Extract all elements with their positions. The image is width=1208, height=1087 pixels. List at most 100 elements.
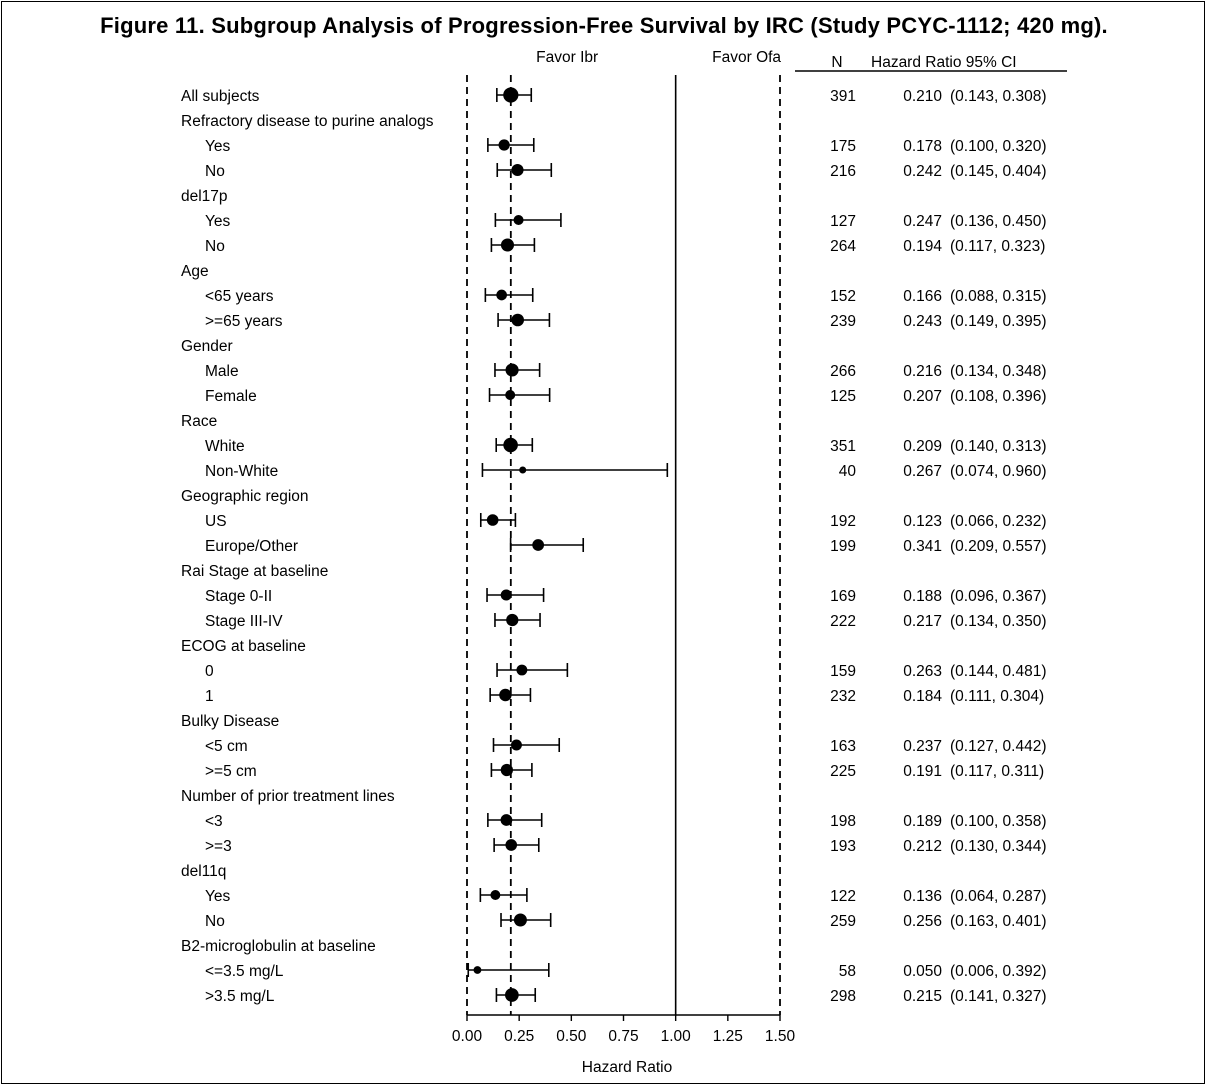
hr-value: 0.166 bbox=[903, 288, 942, 305]
hr-point bbox=[500, 589, 512, 601]
hr-point bbox=[500, 763, 514, 777]
ci-value: (0.163, 0.401) bbox=[950, 913, 1047, 930]
n-value: 232 bbox=[830, 688, 856, 705]
n-value: 216 bbox=[830, 163, 856, 180]
group-label: Race bbox=[181, 413, 217, 430]
hr-point bbox=[499, 688, 512, 702]
hr-point bbox=[503, 437, 518, 453]
ci-value: (0.141, 0.327) bbox=[950, 988, 1047, 1005]
figure-title: Figure 11. Subgroup Analysis of Progress… bbox=[100, 13, 1108, 38]
x-tick-label: 0.50 bbox=[556, 1028, 587, 1045]
hr-point bbox=[532, 539, 545, 551]
n-value: 169 bbox=[830, 588, 856, 605]
subgroup-label: >3.5 mg/L bbox=[205, 988, 275, 1005]
hr-point bbox=[513, 913, 527, 927]
group-label: All subjects bbox=[181, 88, 260, 105]
ci-value: (0.006, 0.392) bbox=[950, 963, 1047, 980]
column-header-n: N bbox=[831, 54, 842, 71]
n-value: 391 bbox=[830, 88, 856, 105]
n-value: 122 bbox=[830, 888, 856, 905]
ci-value: (0.088, 0.315) bbox=[950, 288, 1047, 305]
group-label: Refractory disease to purine analogs bbox=[181, 113, 434, 130]
n-value: 175 bbox=[830, 138, 856, 155]
hr-point bbox=[505, 363, 519, 377]
subgroup-label: No bbox=[205, 163, 225, 180]
hr-value: 0.209 bbox=[903, 438, 942, 455]
group-label: B2-microglobulin at baseline bbox=[181, 938, 376, 955]
hr-value: 0.184 bbox=[903, 688, 942, 705]
hr-value: 0.050 bbox=[903, 963, 942, 980]
hr-value: 0.256 bbox=[903, 913, 942, 930]
ci-value: (0.096, 0.367) bbox=[950, 588, 1047, 605]
n-value: 264 bbox=[830, 238, 856, 255]
subgroup-label: >=5 cm bbox=[205, 763, 257, 780]
subgroup-label: No bbox=[205, 238, 225, 255]
n-value: 192 bbox=[830, 513, 856, 530]
subgroup-label: >=65 years bbox=[205, 313, 283, 330]
hr-point bbox=[490, 890, 501, 900]
favor-right-label: Favor Ofa bbox=[712, 49, 781, 66]
subgroup-label: Europe/Other bbox=[205, 538, 298, 555]
x-tick-label: 1.00 bbox=[661, 1028, 692, 1045]
x-tick-label: 1.25 bbox=[713, 1028, 743, 1045]
n-value: 351 bbox=[830, 438, 856, 455]
ci-value: (0.064, 0.287) bbox=[950, 888, 1047, 905]
ci-value: (0.136, 0.450) bbox=[950, 213, 1047, 230]
hr-value: 0.217 bbox=[903, 613, 942, 630]
hr-value: 0.247 bbox=[903, 213, 942, 230]
subgroup-label: Stage III-IV bbox=[205, 613, 283, 630]
hr-point bbox=[511, 163, 524, 177]
ci-value: (0.209, 0.557) bbox=[950, 538, 1047, 555]
ci-value: (0.117, 0.311) bbox=[950, 763, 1044, 780]
subgroup-label: <5 cm bbox=[205, 738, 248, 755]
n-value: 225 bbox=[830, 763, 856, 780]
n-value: 198 bbox=[830, 813, 856, 830]
ci-value: (0.074, 0.960) bbox=[950, 463, 1047, 480]
hr-point bbox=[505, 988, 519, 1002]
hr-value: 0.216 bbox=[903, 363, 942, 380]
hr-value: 0.341 bbox=[903, 538, 942, 555]
subgroup-label: <65 years bbox=[205, 288, 274, 305]
favor-left-label: Favor Ibr bbox=[536, 49, 598, 66]
n-value: 159 bbox=[830, 663, 856, 680]
x-tick-label: 1.50 bbox=[765, 1028, 796, 1045]
x-tick-label: 0.00 bbox=[452, 1028, 483, 1045]
hr-point bbox=[510, 739, 522, 751]
n-value: 125 bbox=[830, 388, 856, 405]
subgroup-label: >=3 bbox=[205, 838, 232, 855]
ci-value: (0.143, 0.308) bbox=[950, 88, 1047, 105]
subgroup-label: Yes bbox=[205, 888, 231, 905]
ci-value: (0.145, 0.404) bbox=[950, 163, 1047, 180]
hr-value: 0.212 bbox=[903, 838, 942, 855]
subgroup-label: White bbox=[205, 438, 245, 455]
hr-point bbox=[496, 289, 507, 301]
group-label: Bulky Disease bbox=[181, 713, 279, 730]
hr-value: 0.243 bbox=[903, 313, 942, 330]
subgroup-label: Non-White bbox=[205, 463, 278, 480]
hr-value: 0.189 bbox=[903, 813, 942, 830]
hr-value: 0.242 bbox=[903, 163, 942, 180]
n-value: 193 bbox=[830, 838, 856, 855]
group-label: Rai Stage at baseline bbox=[181, 563, 328, 580]
x-tick-label: 0.25 bbox=[504, 1028, 534, 1045]
subgroup-label: No bbox=[205, 913, 225, 930]
ci-value: (0.140, 0.313) bbox=[950, 438, 1047, 455]
ci-value: (0.149, 0.395) bbox=[950, 313, 1047, 330]
hr-value: 0.123 bbox=[903, 513, 942, 530]
hr-point bbox=[516, 664, 528, 676]
subgroup-label: 1 bbox=[205, 688, 214, 705]
subgroup-label: 0 bbox=[205, 663, 214, 680]
subgroup-label: <3 bbox=[205, 813, 223, 830]
hr-point bbox=[503, 87, 519, 103]
ci-value: (0.134, 0.350) bbox=[950, 613, 1047, 630]
n-value: 239 bbox=[830, 313, 856, 330]
subgroup-label: US bbox=[205, 513, 227, 530]
hr-value: 0.178 bbox=[903, 138, 942, 155]
ci-value: (0.134, 0.348) bbox=[950, 363, 1047, 380]
hr-value: 0.267 bbox=[903, 463, 942, 480]
subgroup-label: Male bbox=[205, 363, 239, 380]
hr-value: 0.188 bbox=[903, 588, 942, 605]
ci-value: (0.144, 0.481) bbox=[950, 663, 1047, 680]
subgroup-label: <=3.5 mg/L bbox=[205, 963, 284, 980]
